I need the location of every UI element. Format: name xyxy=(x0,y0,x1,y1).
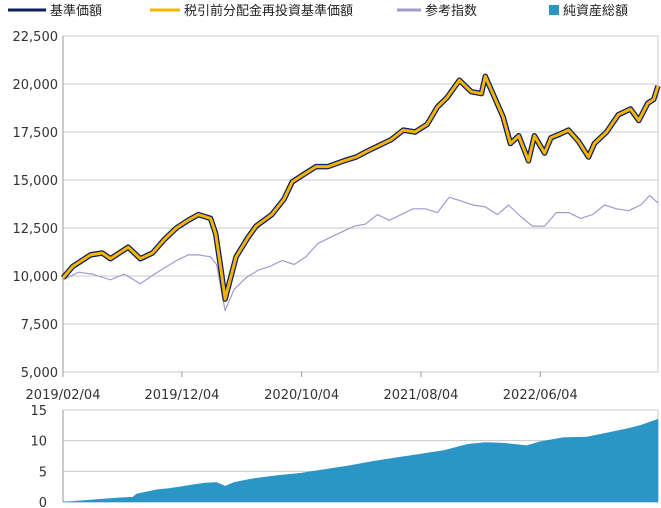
main-y-tick-label: 15,000 xyxy=(13,174,59,189)
main-x-axis: 2019/02/04 2019/12/04 2020/10/04 2021/08/04… xyxy=(26,372,578,403)
x-tick-label: 2022/06/04 xyxy=(503,388,578,403)
legend-label-reference_index: 参考指数 xyxy=(425,3,477,19)
main-y-tick-label: 12,500 xyxy=(13,222,59,237)
sub-y-tick-label: 10 xyxy=(30,435,47,450)
main-y-axis: 5,000 7,500 10,000 12,500 15,000 17,500 20,000… xyxy=(13,30,59,381)
x-tick-label: 2019/12/04 xyxy=(144,388,219,403)
sub-y-tick-label: 5 xyxy=(39,465,47,480)
legend-label-nav: 基準価額 xyxy=(50,3,102,19)
main-y-tick-label: 5,000 xyxy=(21,366,58,381)
legend-label-net_assets: 純資産総額 xyxy=(563,3,628,19)
net-assets-series xyxy=(62,418,659,503)
main-y-tick-label: 7,500 xyxy=(21,318,58,333)
series-area-net-assets xyxy=(62,418,659,503)
legend-label-nav_reinvested: 税引前分配金再投資基準価額 xyxy=(184,3,353,19)
x-tick-label: 2020/10/04 xyxy=(264,388,339,403)
main-y-tick-label: 17,500 xyxy=(13,126,59,141)
main-y-tick-label: 10,000 xyxy=(13,270,59,285)
main-y-tick-label: 22,500 xyxy=(13,30,59,45)
main-y-tick-label: 20,000 xyxy=(13,78,59,93)
x-tick-label: 2021/08/04 xyxy=(383,388,458,403)
series-line-nav xyxy=(60,73,661,302)
series-line-reference-index xyxy=(62,194,659,312)
main-chart-grid xyxy=(62,35,659,373)
legend-swatch-net_assets xyxy=(549,5,559,15)
net-assets-y-axis: 0 5 10 15 xyxy=(30,404,47,508)
x-tick-label: 2019/02/04 xyxy=(26,388,101,403)
sub-y-tick-label: 0 xyxy=(39,496,47,508)
legend: 基準価額 税引前分配金再投資基準価額 参考指数 純資産総額 xyxy=(8,3,628,19)
main-chart-series xyxy=(60,73,661,312)
series-line-nav-reinvested xyxy=(61,74,660,301)
sub-y-tick-label: 15 xyxy=(30,404,47,419)
